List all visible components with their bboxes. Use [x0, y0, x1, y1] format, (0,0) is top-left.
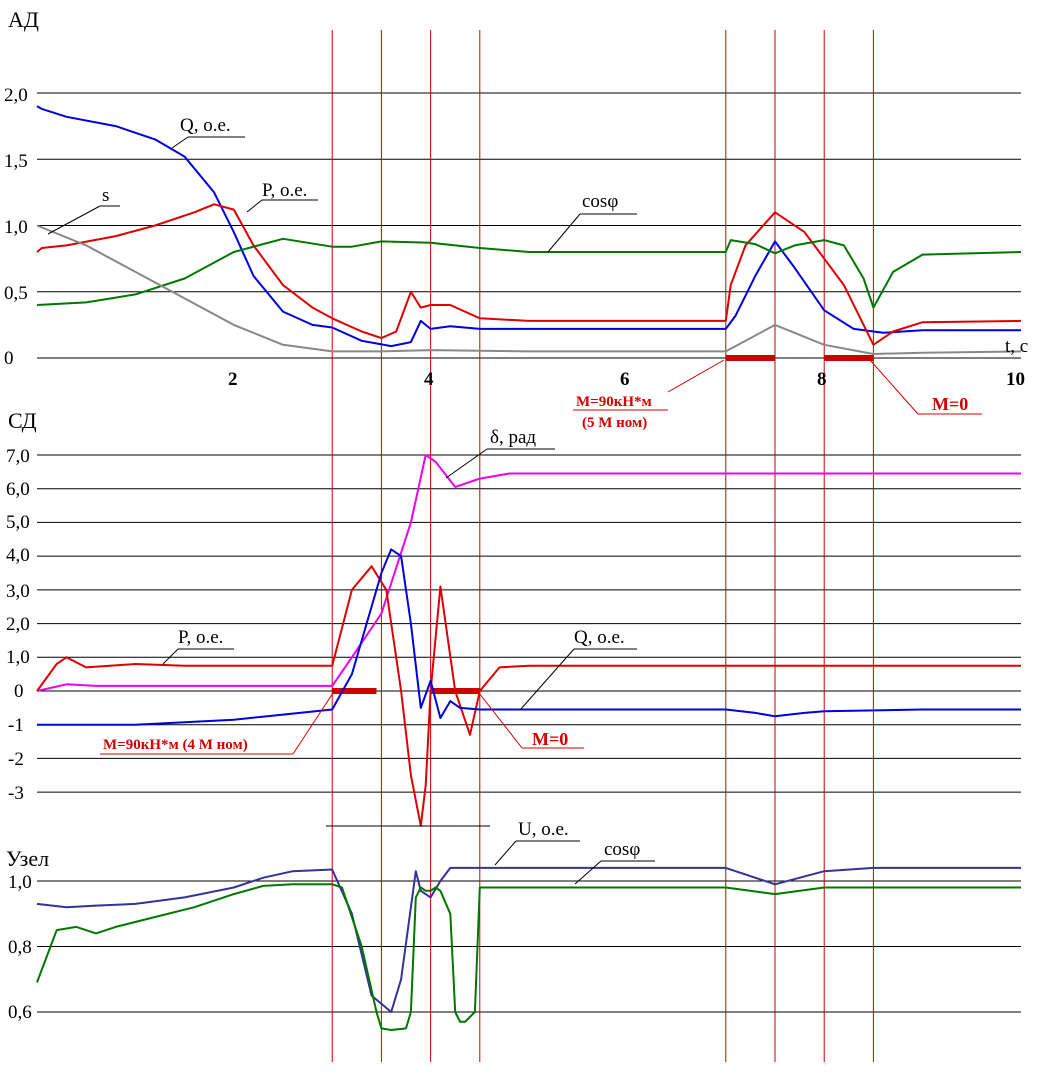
- p2-ytick-0: 0: [14, 681, 24, 702]
- p1-xtick-6: 6: [620, 369, 630, 390]
- p2-ytick-m2: -2: [8, 749, 24, 770]
- p3-ytick-1: 1,0: [8, 872, 32, 893]
- p1-series-0: [36, 105, 1021, 348]
- panel-title-uzel: Узел: [6, 846, 49, 871]
- svg-text:cosφ: cosφ: [582, 191, 618, 212]
- p2-label-q: Q, о.е.: [519, 627, 637, 711]
- p2-series-0: [36, 454, 1021, 692]
- svg-text:M=90кН*м: M=90кН*м: [576, 394, 652, 410]
- p2-ytick-4: 4,0: [6, 545, 30, 566]
- svg-text:Q, о.е.: Q, о.е.: [180, 115, 231, 136]
- p1-series-1: [36, 203, 1022, 346]
- svg-text:M=0: M=0: [932, 394, 968, 414]
- p1-label-cos: cosφ: [547, 191, 637, 253]
- p3-ytick-06: 0,6: [8, 1002, 32, 1023]
- p2-series-2: [37, 548, 1021, 726]
- p2-ytick-7: 7,0: [6, 446, 30, 467]
- p3-ytick-08: 0,8: [8, 937, 32, 958]
- svg-text:P, о.е.: P, о.е.: [178, 627, 223, 648]
- p1-label-p: P, о.е.: [246, 180, 318, 213]
- p1-series-3: [36, 224, 1022, 355]
- p2-ytick-m3: -3: [8, 783, 24, 804]
- p3-label-u: U, о.е.: [494, 819, 580, 866]
- svg-text:s: s: [102, 185, 109, 206]
- p3-series-1: [36, 883, 1021, 1031]
- svg-text:δ, рад: δ, рад: [490, 427, 536, 448]
- p1-label-s: s: [47, 185, 120, 235]
- svg-text:M=0: M=0: [532, 729, 568, 749]
- load-bar-1: [824, 355, 874, 361]
- p2-ytick-2: 2,0: [6, 614, 30, 635]
- p2-ytick-6: 6,0: [6, 479, 30, 500]
- panel-title-ad: АД: [8, 7, 39, 32]
- p2-ytick-5: 5,0: [6, 512, 30, 533]
- grid-layer: [37, 92, 1021, 1013]
- svg-text:M=90кН*м (4 М ном): M=90кН*м (4 М ном): [103, 737, 248, 753]
- p1-xtick-4: 4: [424, 369, 434, 390]
- p2-series-1: [36, 565, 1021, 827]
- svg-text:cosφ: cosφ: [604, 839, 640, 860]
- load-bar-2: [332, 688, 377, 694]
- p1-ytick-0: 0: [4, 348, 14, 369]
- series-layer: [36, 105, 1022, 1031]
- p1-ytick-2: 1,0: [4, 217, 28, 238]
- load-bar-0: [725, 355, 775, 361]
- p3-series-0: [36, 866, 1021, 1013]
- p1-label-q: Q, о.е.: [171, 115, 245, 149]
- event-lines: [331, 30, 874, 1062]
- p1-annotation-m90: M=90кН*м (5 М ном): [573, 359, 725, 431]
- svg-text:P, о.е.: P, о.е.: [262, 180, 307, 201]
- svg-text:U, о.е.: U, о.е.: [518, 819, 569, 840]
- p2-label-delta: δ, рад: [445, 427, 555, 479]
- p1-ytick-4: 2,0: [4, 85, 28, 106]
- p1-ytick-1: 0,5: [4, 283, 28, 304]
- panel-title-sd: СД: [8, 408, 37, 433]
- p1-series-2: [36, 237, 1022, 309]
- p1-xtick-10: 10: [1006, 369, 1025, 390]
- p2-annotation-m0: M=0: [478, 692, 584, 749]
- p1-xtick-8: 8: [817, 369, 827, 390]
- svg-text:(5 М ном): (5 М ном): [582, 415, 647, 431]
- p2-annotation-m90: M=90кН*м (4 М ном): [100, 692, 334, 755]
- p2-label-p: P, о.е.: [162, 627, 234, 665]
- p1-annotation-m0: M=0: [869, 359, 982, 415]
- p1-ytick-3: 1,5: [4, 151, 28, 172]
- p3-label-cos: cosφ: [574, 839, 655, 885]
- p2-ytick-1: 1,0: [6, 647, 30, 668]
- p1-xtick-2: 2: [228, 369, 238, 390]
- svg-text:Q, о.е.: Q, о.е.: [574, 627, 625, 648]
- p2-ytick-3: 3,0: [6, 581, 30, 602]
- p1-xlabel: t, c: [1005, 336, 1028, 357]
- p2-ytick-m1: -1: [8, 715, 24, 736]
